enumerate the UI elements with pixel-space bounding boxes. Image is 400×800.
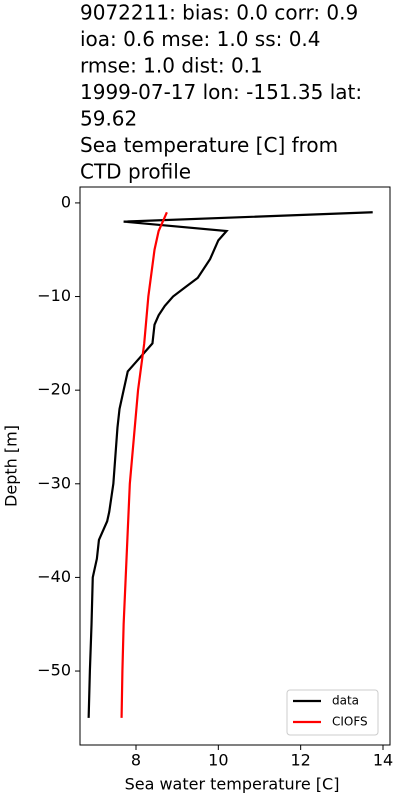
chart-title: Sea temperature [C] from <box>80 133 338 157</box>
y-tick-label: −40 <box>37 567 71 586</box>
data-line <box>87 211 373 718</box>
y-tick-label: −30 <box>37 473 71 492</box>
legend-label: data <box>332 694 359 708</box>
legend: data CIOFS <box>286 689 379 736</box>
data-line <box>120 211 168 718</box>
chart-title: 9072211: bias: 0.0 corr: 0.9 <box>80 1 358 25</box>
chart-title: rmse: 1.0 dist: 0.1 <box>80 54 263 78</box>
x-tick-label: 8 <box>131 751 141 770</box>
y-axis-label: Depth [m] <box>2 425 21 507</box>
x-tick-label: 12 <box>290 751 310 770</box>
x-axis-label: Sea water temperature [C] <box>125 775 340 794</box>
chart-title: 59.62 <box>80 107 137 131</box>
chart-title: 1999-07-17 lon: -151.35 lat: <box>80 80 362 104</box>
plot-frame <box>79 186 391 746</box>
x-tick-label: 14 <box>373 751 393 770</box>
chart-title: ioa: 0.6 mse: 1.0 ss: 0.4 <box>80 27 321 51</box>
y-tick-label: −50 <box>37 661 71 680</box>
x-tick-label: 10 <box>208 751 228 770</box>
legend-label: CIOFS <box>332 715 368 729</box>
chart-title: CTD profile <box>80 160 191 184</box>
y-tick-label: −10 <box>37 286 71 305</box>
y-tick-label: 0 <box>61 192 71 211</box>
y-tick-label: −20 <box>37 380 71 399</box>
